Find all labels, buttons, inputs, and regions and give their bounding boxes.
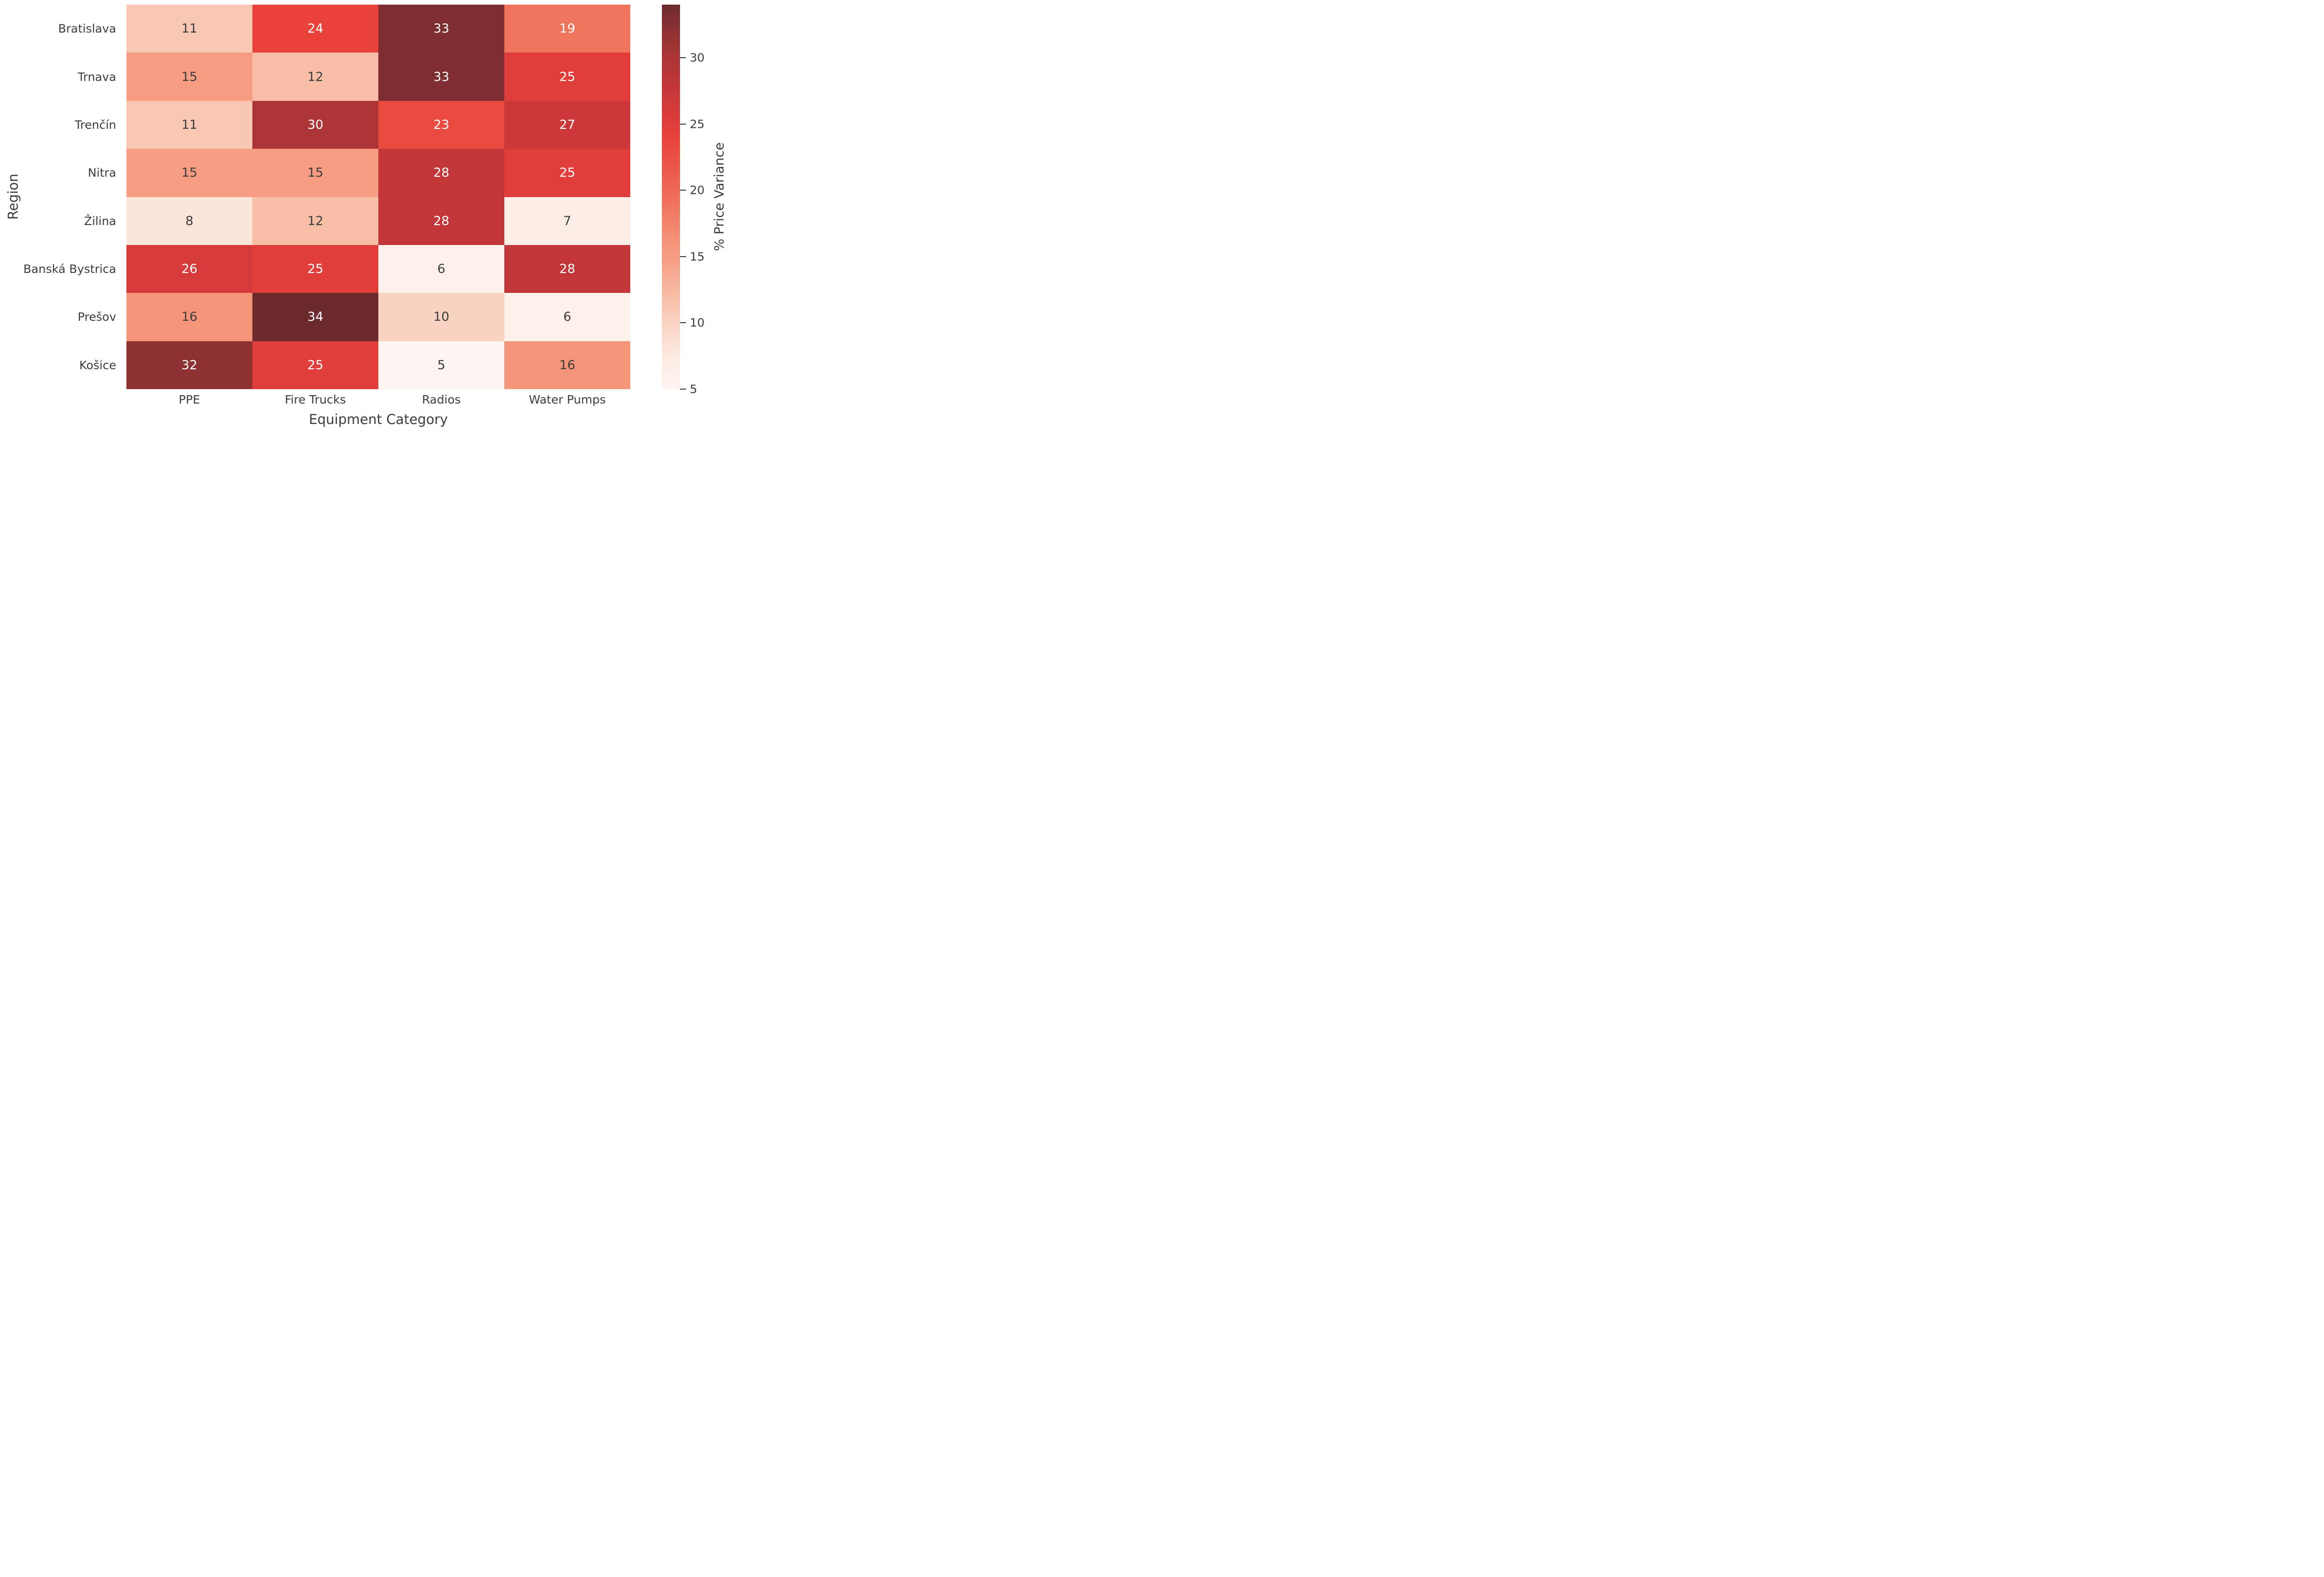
heatmap-cell: 15 (126, 149, 252, 197)
x-tick-label: Fire Trucks (284, 393, 346, 406)
heatmap-cell: 28 (378, 149, 504, 197)
y-tick-label: Trenčín (74, 118, 116, 132)
colorbar-tick-mark (680, 322, 686, 324)
y-tick-label: Nitra (87, 166, 116, 180)
heatmap-cell: 6 (378, 245, 504, 293)
heatmap-cell: 16 (504, 341, 630, 389)
colorbar-tick-label: 5 (690, 382, 697, 396)
colorbar-tick-label: 20 (690, 183, 705, 197)
heatmap-cell: 28 (378, 197, 504, 245)
y-tick-label: Košice (79, 358, 116, 372)
heatmap-cell: 32 (126, 341, 252, 389)
heatmap-cell: 7 (504, 197, 630, 245)
heatmap-cell: 25 (252, 341, 378, 389)
heatmap-cell: 27 (504, 100, 630, 149)
colorbar (662, 5, 680, 389)
heatmap-cell: 11 (126, 5, 252, 53)
heatmap-cell: 25 (504, 149, 630, 197)
heatmap-figure: Region Bratislava Trnava Trenčín Nitra Žilin… (0, 0, 729, 442)
heatmap-cell: 25 (252, 245, 378, 293)
heatmap-cell: 12 (252, 53, 378, 101)
heatmap-cell: 6 (504, 293, 630, 341)
heatmap-cell: 5 (378, 341, 504, 389)
heatmap-cell: 10 (378, 293, 504, 341)
heatmap-cell: 30 (252, 100, 378, 149)
colorbar-tick-mark (680, 389, 686, 390)
colorbar-tick-label: 10 (690, 316, 705, 330)
heatmap-cell: 8 (126, 197, 252, 245)
colorbar-tick-mark (680, 57, 686, 59)
y-tick-label: Prešov (78, 310, 116, 324)
colorbar-tick-mark (680, 190, 686, 191)
heatmap-cell: 34 (252, 293, 378, 341)
heatmap-cell: 11 (126, 100, 252, 149)
y-tick-label: Trnava (78, 70, 116, 84)
heatmap-cell: 33 (378, 53, 504, 101)
heatmap-grid: 11 24 33 19 15 12 33 25 11 30 23 27 15 15 28 25 8 12 28 7 26… (126, 5, 630, 389)
heatmap-cell: 24 (252, 5, 378, 53)
colorbar-tick-label: 30 (690, 51, 705, 65)
x-axis-label: Equipment Category (309, 411, 448, 427)
x-tick-labels: PPE Fire Trucks Radios Water Pumps (126, 393, 630, 407)
x-tick-label: Radios (422, 393, 461, 406)
colorbar-tick-mark (680, 256, 686, 257)
y-tick-label: Žilina (84, 214, 116, 228)
heatmap-cell: 26 (126, 245, 252, 293)
y-tick-label: Banská Bystrica (23, 262, 116, 276)
colorbar-tick-label: 15 (690, 250, 705, 264)
heatmap-cell: 15 (126, 53, 252, 101)
heatmap-cell: 23 (378, 100, 504, 149)
heatmap-cell: 28 (504, 245, 630, 293)
colorbar-label: % Price Variance (711, 142, 727, 251)
heatmap-cell: 19 (504, 5, 630, 53)
x-tick-label: Water Pumps (528, 393, 606, 406)
colorbar-tick-mark (680, 123, 686, 125)
heatmap-cell: 15 (252, 149, 378, 197)
heatmap-cell: 25 (504, 53, 630, 101)
heatmap-cell: 33 (378, 5, 504, 53)
heatmap-cell: 12 (252, 197, 378, 245)
heatmap-cell: 16 (126, 293, 252, 341)
y-tick-label: Bratislava (58, 22, 116, 36)
x-tick-label: PPE (178, 393, 200, 406)
y-tick-labels: Bratislava Trnava Trenčín Nitra Žilina Banská… (0, 5, 122, 389)
colorbar-tick-label: 25 (690, 117, 705, 131)
